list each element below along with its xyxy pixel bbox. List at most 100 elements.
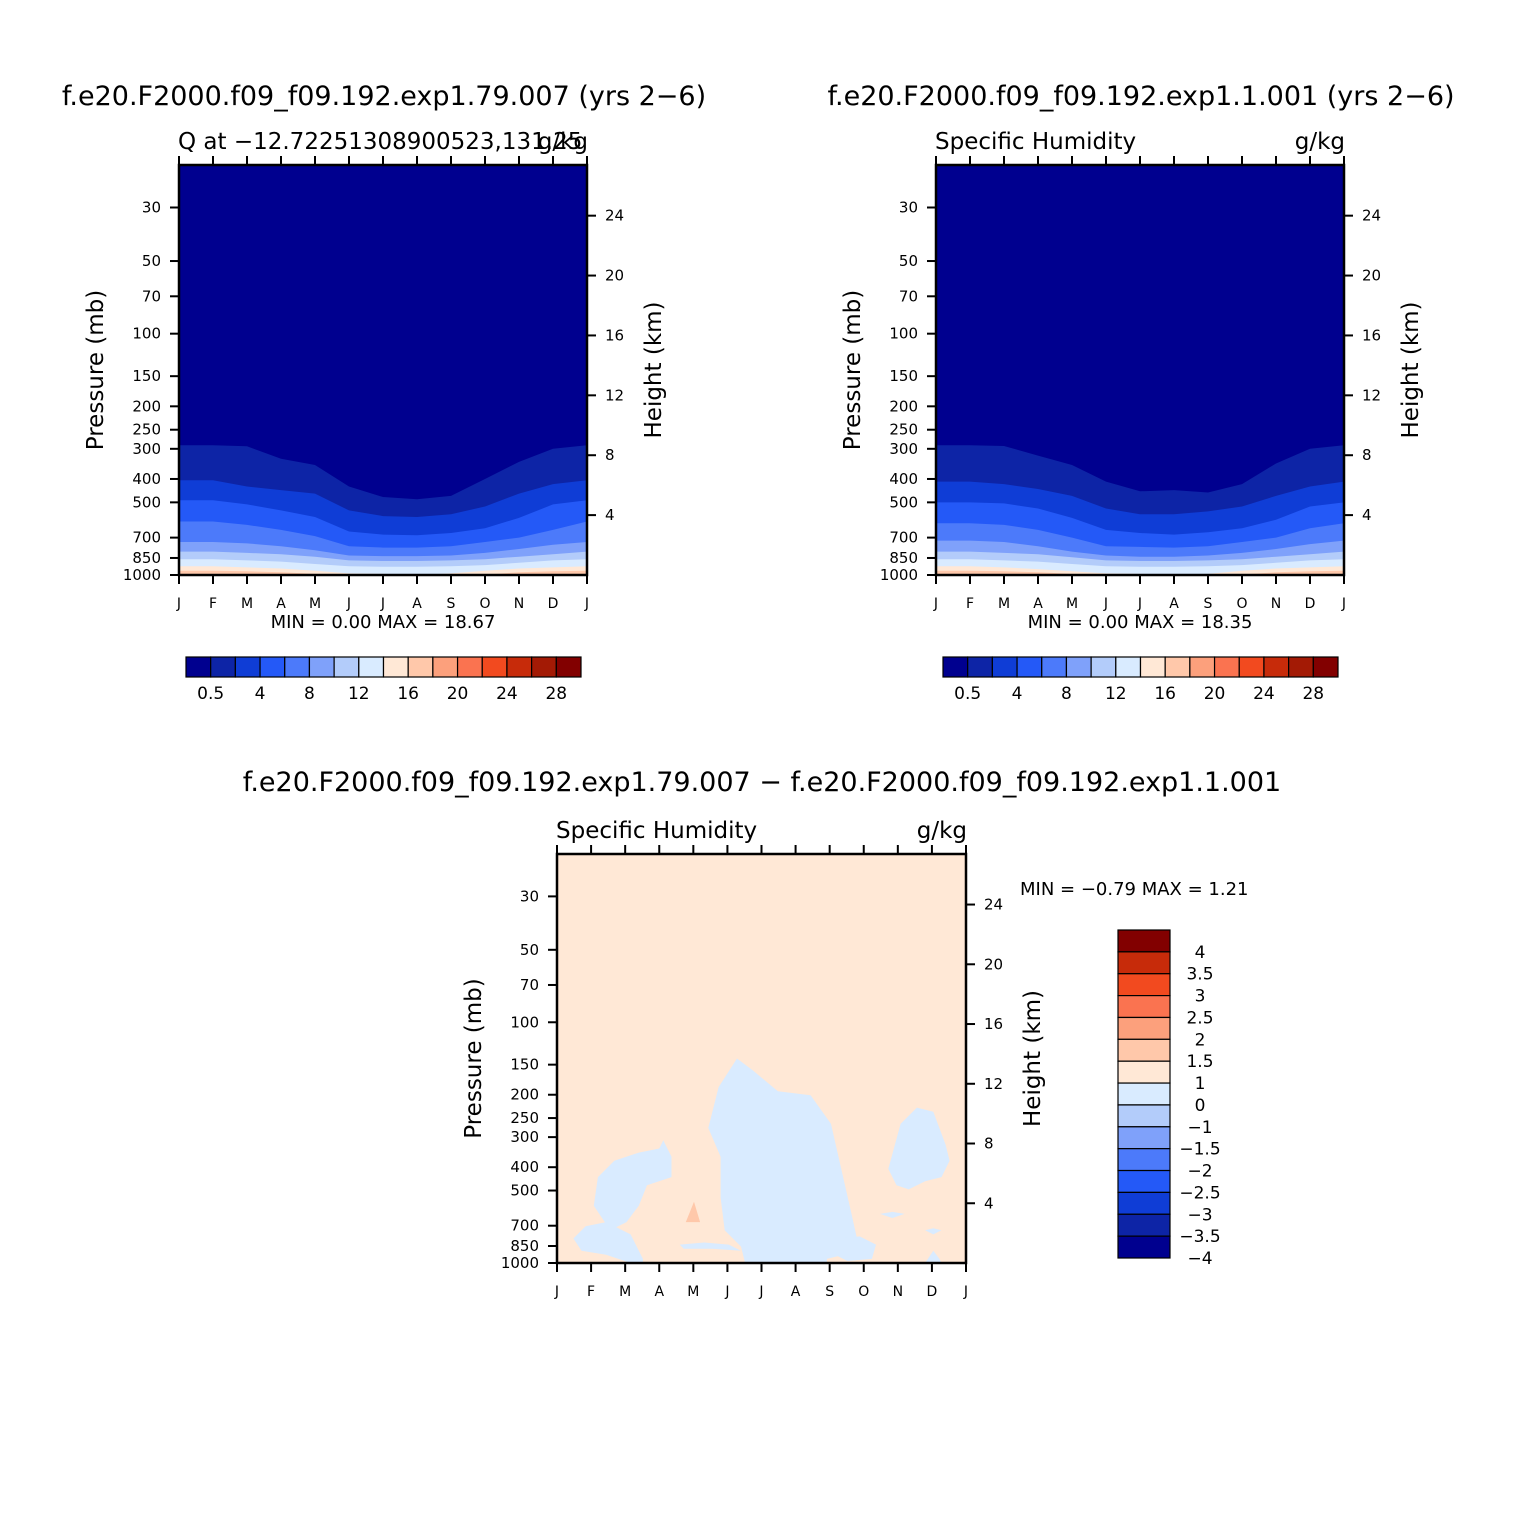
colorbar-box bbox=[234, 656, 261, 678]
colorbar-label: 28 bbox=[1302, 684, 1324, 704]
panel2-left-label: Specific Humidity bbox=[935, 129, 1136, 155]
y-tick-label: 250 bbox=[510, 1109, 539, 1127]
colorbar-box bbox=[407, 656, 434, 678]
panel3-left-label: Specific Humidity bbox=[556, 818, 757, 844]
y2-tick-label: 12 bbox=[605, 386, 624, 404]
y2-tick-label: 24 bbox=[1362, 207, 1381, 225]
negative-region bbox=[826, 1236, 876, 1261]
y-tick-label: 70 bbox=[520, 976, 539, 994]
y-tick-label: 850 bbox=[510, 1237, 539, 1255]
y2-axis-label: Height (km) bbox=[1020, 990, 1046, 1127]
colorbar-label: 0 bbox=[1195, 1096, 1206, 1116]
colorbar-label: 1.5 bbox=[1186, 1052, 1213, 1072]
x-tick-label: A bbox=[654, 1284, 664, 1300]
y-tick-label: 1000 bbox=[123, 566, 161, 584]
y2-tick-label: 16 bbox=[605, 326, 624, 344]
x-tick-label: F bbox=[209, 596, 217, 612]
x-tick-label: D bbox=[1305, 596, 1316, 612]
x-tick-label: J bbox=[1137, 596, 1142, 612]
colorbar-label: 16 bbox=[397, 684, 419, 704]
colorbar-box bbox=[1117, 1235, 1171, 1259]
colorbar-label: 12 bbox=[348, 684, 370, 704]
colorbar-box bbox=[531, 656, 557, 678]
colorbar-label: −3.5 bbox=[1179, 1227, 1220, 1247]
y-tick-label: 500 bbox=[889, 493, 918, 511]
colorbar-box bbox=[555, 656, 582, 678]
y-tick-label: 150 bbox=[889, 367, 918, 385]
colorbar-label: 2 bbox=[1195, 1030, 1206, 1050]
y-tick-label: 100 bbox=[510, 1013, 539, 1031]
colorbar-label: 12 bbox=[1105, 684, 1127, 704]
y-tick-label: 400 bbox=[889, 470, 918, 488]
y-tick-label: 300 bbox=[132, 440, 161, 458]
x-tick-label: A bbox=[1169, 596, 1179, 612]
colorbar-box bbox=[991, 656, 1018, 678]
y2-tick-label: 16 bbox=[984, 1015, 1003, 1033]
colorbar-label: 2.5 bbox=[1186, 1008, 1213, 1028]
panel3-minmax: MIN = −0.79 MAX = 1.21 bbox=[1020, 879, 1249, 900]
x-tick-label: N bbox=[1271, 596, 1281, 612]
y-tick-label: 250 bbox=[889, 421, 918, 439]
colorbar-box bbox=[1117, 1169, 1171, 1193]
x-tick-label: F bbox=[587, 1284, 595, 1300]
y-tick-label: 300 bbox=[510, 1128, 539, 1146]
panel2-colorbar: 0.5 4 8 12 16 20 24 28 bbox=[942, 656, 1339, 704]
x-tick-label: D bbox=[548, 596, 559, 612]
x-tick-label: O bbox=[1236, 596, 1247, 612]
x-tick-label: D bbox=[927, 1284, 938, 1300]
x-tick-label: J bbox=[1341, 596, 1346, 612]
colorbar-box bbox=[1065, 656, 1092, 678]
x-tick-label: A bbox=[276, 596, 286, 612]
panel1-title: f.e20.F2000.f09_f09.192.exp1.79.007 (yrs… bbox=[62, 81, 706, 112]
colorbar-label: −2 bbox=[1187, 1162, 1212, 1182]
colorbar-label: 3.5 bbox=[1186, 965, 1213, 985]
colorbar-box bbox=[333, 656, 360, 678]
colorbar-box bbox=[1288, 656, 1314, 678]
y-tick-label: 200 bbox=[132, 397, 161, 415]
y-axis-label: Pressure (mb) bbox=[840, 290, 866, 450]
y-tick-label: 100 bbox=[889, 325, 918, 343]
colorbar-box bbox=[1016, 656, 1043, 678]
y-tick-label: 30 bbox=[520, 887, 539, 905]
x-tick-label: S bbox=[1204, 596, 1213, 612]
y2-tick-label: 12 bbox=[984, 1075, 1003, 1093]
panel1-colorbar: 0.5 4 8 12 16 20 24 28 bbox=[185, 656, 582, 704]
y-tick-label: 700 bbox=[510, 1217, 539, 1235]
colorbar-box bbox=[1213, 656, 1240, 678]
colorbar-box bbox=[1117, 1060, 1171, 1084]
colorbar-label: 0.5 bbox=[954, 684, 981, 704]
colorbar-box bbox=[1312, 656, 1339, 678]
negative-region bbox=[880, 1211, 905, 1218]
x-tick-label: J bbox=[380, 596, 385, 612]
colorbar-label: 20 bbox=[447, 684, 469, 704]
x-tick-label: J bbox=[963, 1284, 968, 1300]
colorbar-label: 4 bbox=[1195, 943, 1206, 963]
y-tick-label: 150 bbox=[510, 1056, 539, 1074]
colorbar-box bbox=[1117, 1104, 1171, 1128]
y2-tick-label: 8 bbox=[1362, 446, 1372, 464]
panel3-title: f.e20.F2000.f09_f09.192.exp1.79.007 − f.… bbox=[243, 767, 1281, 798]
x-tick-label: A bbox=[412, 596, 422, 612]
colorbar-box bbox=[481, 656, 508, 678]
colorbar-box bbox=[259, 656, 286, 678]
y-tick-label: 50 bbox=[899, 252, 918, 270]
colorbar-box bbox=[506, 656, 533, 678]
x-tick-label: J bbox=[346, 596, 351, 612]
colorbar-box bbox=[1117, 1126, 1171, 1150]
colorbar-box bbox=[1117, 1148, 1171, 1172]
y-tick-label: 50 bbox=[142, 252, 161, 270]
colorbar-box bbox=[967, 656, 993, 678]
x-tick-label: S bbox=[825, 1284, 834, 1300]
colorbar-box bbox=[1117, 1038, 1171, 1062]
colorbar-box bbox=[1117, 1082, 1171, 1106]
colorbar-box bbox=[1041, 656, 1068, 678]
x-tick-label: M bbox=[619, 1284, 631, 1300]
colorbar-box bbox=[1117, 973, 1171, 997]
x-tick-label: J bbox=[724, 1284, 729, 1300]
x-tick-label: J bbox=[176, 596, 181, 612]
colorbar-box bbox=[1263, 656, 1290, 678]
colorbar-label: 8 bbox=[304, 684, 315, 704]
colorbar-label: 24 bbox=[496, 684, 518, 704]
y-tick-label: 700 bbox=[132, 529, 161, 547]
